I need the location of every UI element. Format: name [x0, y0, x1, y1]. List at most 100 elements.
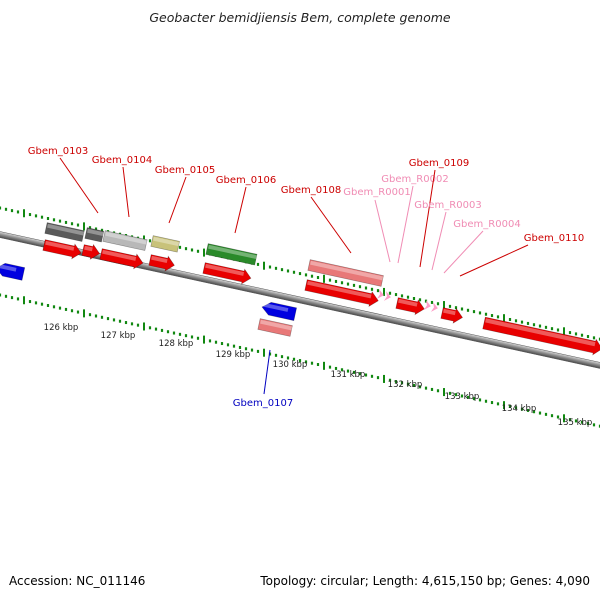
upper-tick — [58, 219, 62, 223]
lower-tick — [10, 296, 14, 300]
feature-gbem-0105-gene[interactable] — [150, 235, 180, 253]
gene-label-gbem-0106[interactable]: Gbem_0106 — [216, 175, 276, 186]
lower-tick — [124, 321, 128, 325]
upper-tick — [358, 285, 362, 289]
lower-tick — [460, 394, 464, 398]
lower-tick — [304, 360, 308, 364]
lower-tick — [388, 378, 392, 382]
upper-tick — [268, 265, 272, 269]
gene-label-gbem-r0002[interactable]: Gbem_R0002 — [381, 174, 448, 185]
axis-tick-label: 129 kbp — [216, 350, 251, 360]
upper-tick — [472, 310, 476, 314]
upper-tick — [280, 268, 284, 272]
lower-tick — [526, 408, 530, 412]
feature-gbem-r0004-rna[interactable] — [430, 302, 439, 313]
lower-tick — [328, 365, 332, 369]
gene-label-gbem-r0003[interactable]: Gbem_R0003 — [414, 200, 481, 211]
upper-tick — [466, 308, 470, 312]
gene-label-gbem-r0001[interactable]: Gbem_R0001 — [343, 187, 410, 198]
upper-tick — [592, 336, 596, 340]
upper-tick — [94, 227, 98, 231]
lower-tick — [340, 368, 344, 372]
upper-tick — [83, 222, 85, 231]
callout-line-gbem-r0002 — [397, 185, 414, 264]
lower-tick — [568, 418, 572, 422]
feature-gbem-0107-cds[interactable] — [261, 301, 297, 321]
upper-tick — [503, 314, 505, 323]
upper-tick — [586, 335, 590, 339]
lower-tick — [563, 414, 565, 423]
lower-tick — [203, 335, 205, 344]
feature-gbem-0104a-cds[interactable] — [81, 243, 101, 261]
lower-tick — [196, 336, 200, 340]
lower-tick — [190, 335, 194, 339]
lower-tick — [466, 395, 470, 399]
lower-tick — [88, 313, 92, 317]
lower-tick — [184, 334, 188, 338]
lower-tick — [412, 384, 416, 388]
callout-line-gbem-0104 — [122, 166, 130, 218]
lower-tick — [83, 309, 85, 318]
upper-tick — [256, 262, 260, 266]
lower-tick — [394, 380, 398, 384]
lower-tick — [64, 307, 68, 311]
lower-tick — [76, 310, 80, 314]
gene-label-gbem-0105[interactable]: Gbem_0105 — [155, 165, 215, 176]
feature-gbem-r0002-rna[interactable] — [383, 291, 392, 302]
lower-tick — [280, 355, 284, 359]
feature-gbem-0103-gene[interactable] — [44, 222, 85, 242]
feature-gbem-0110a-cds[interactable] — [440, 306, 464, 325]
upper-tick — [406, 295, 410, 299]
lower-tick — [232, 344, 236, 348]
upper-tick — [514, 319, 518, 323]
feature-gbem-r0001-rna[interactable] — [376, 289, 385, 300]
gene-label-gbem-0110[interactable]: Gbem_0110 — [524, 233, 584, 244]
lower-tick — [166, 330, 170, 334]
lower-tick — [586, 422, 590, 426]
accession-text: Accession: NC_011146 — [9, 574, 146, 588]
feature-gbem-0104-part[interactable] — [84, 227, 105, 243]
feature-gbem-0105-cds[interactable] — [148, 253, 176, 273]
lower-tick — [40, 302, 44, 306]
upper-tick — [574, 332, 578, 336]
feature-gbem-0104-cds[interactable] — [99, 247, 144, 271]
upper-tick — [34, 214, 38, 218]
lower-tick — [214, 340, 218, 344]
upper-tick — [64, 220, 68, 224]
upper-tick — [376, 289, 380, 293]
feature-gbem-0109-cds[interactable] — [395, 296, 426, 317]
upper-tick — [430, 300, 434, 304]
feature-gbem-0108-cds[interactable] — [304, 278, 379, 308]
feature-gbem-0104-gene[interactable] — [102, 230, 148, 251]
upper-tick — [598, 337, 600, 341]
upper-tick — [436, 302, 440, 306]
gene-label-gbem-0104[interactable]: Gbem_0104 — [92, 155, 152, 166]
upper-tick — [383, 287, 385, 296]
upper-tick — [394, 293, 398, 297]
upper-tick — [76, 223, 80, 227]
feature-gbem-0107-gene[interactable] — [257, 318, 293, 337]
feature-gbem-0108-gene[interactable] — [307, 259, 384, 287]
gene-label-gbem-0107[interactable]: Gbem_0107 — [233, 398, 293, 409]
lower-tick — [46, 303, 50, 307]
feature-gbem-r0003-rna[interactable] — [423, 300, 432, 311]
gene-label-gbem-r0004[interactable]: Gbem_R0004 — [453, 219, 520, 230]
feature-gbem-0106-cds[interactable] — [202, 261, 252, 286]
gene-label-gbem-0109[interactable]: Gbem_0109 — [409, 158, 469, 169]
lower-tick — [244, 347, 248, 351]
feature-gbem-0106-gene[interactable] — [205, 243, 258, 266]
feature-blue-left[interactable] — [0, 262, 26, 281]
upper-tick — [454, 306, 458, 310]
lower-tick — [268, 352, 272, 356]
lower-tick — [178, 332, 182, 336]
callout-line-gbem-0110 — [459, 244, 529, 277]
upper-tick — [310, 274, 314, 278]
gene-label-gbem-0108[interactable]: Gbem_0108 — [281, 185, 341, 196]
feature-gbem-0110-cds[interactable] — [482, 315, 600, 356]
upper-tick — [184, 247, 188, 251]
lower-tick — [94, 314, 98, 318]
feature-gbem-0103-cds[interactable] — [42, 238, 82, 261]
upper-tick — [10, 209, 14, 213]
gene-label-gbem-0103[interactable]: Gbem_0103 — [28, 146, 88, 157]
upper-tick — [443, 301, 445, 310]
